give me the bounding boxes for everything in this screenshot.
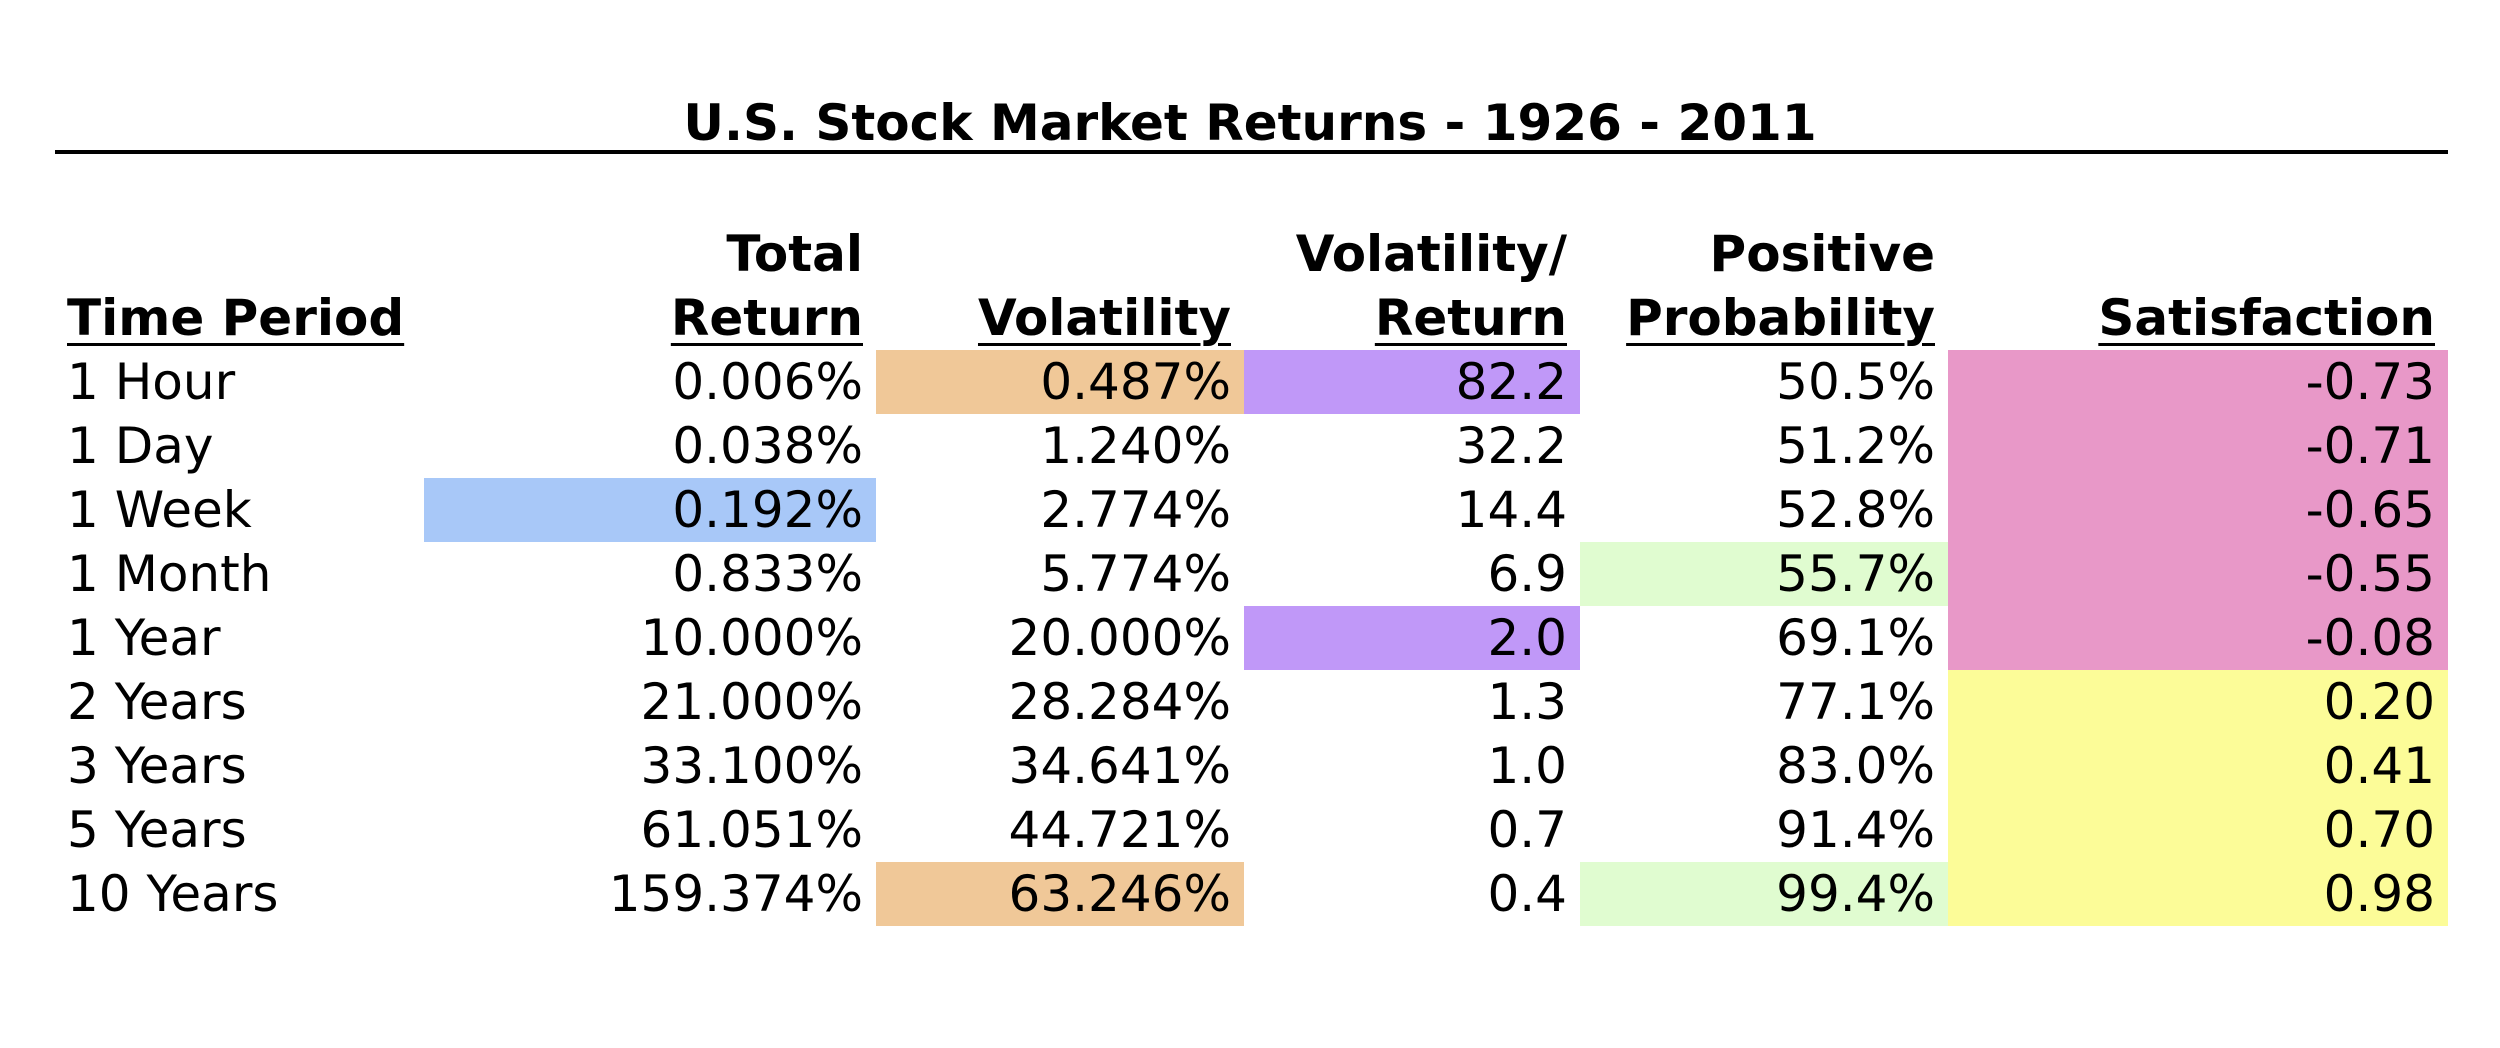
table-cell-volatility: 63.246% [876,862,1244,926]
row-label: 10 Years [67,865,279,923]
table-cell-volatility: 28.284% [1008,673,1231,731]
header-volatility-return-line1: Volatility/ [1295,225,1567,283]
table-cell-total-return: 21.000% [640,673,863,731]
table-cell-volatility-return: 0.4 [1487,865,1567,923]
table-cell-satisfaction: 0.98 [1948,862,2448,926]
header-volatility-return-label: Return [1374,289,1567,347]
header-total-return: Return [424,286,876,350]
table-cell-total-return: 33.100% [640,737,863,795]
table-cell-volatility: 34.641% [1008,737,1231,795]
table-cell-total-return: 0.006% [672,353,863,411]
header-volatility: Volatility [876,286,1244,350]
row-label: 1 Year [67,609,221,667]
table-cell-volatility-return: 0.7 [1487,801,1567,859]
table-cell-positive-probability: 50.5% [1776,353,1935,411]
header-time-period: Time Period [55,286,424,350]
table-cell-satisfaction: -0.71 [1948,414,2448,478]
row-label: 2 Years [67,673,247,731]
table-cell-positive-probability: 99.4% [1580,862,1948,926]
table-cell-total-return: 61.051% [640,801,863,859]
table-cell-satisfaction: 0.20 [1948,670,2448,734]
table-cell-satisfaction: 0.41 [1948,734,2448,798]
table-cell-volatility: 44.721% [1008,801,1231,859]
row-label: 5 Years [67,801,247,859]
table-cell-total-return: 10.000% [640,609,863,667]
table-cell-volatility: 5.774% [1040,545,1231,603]
table-cell-satisfaction: -0.73 [1948,350,2448,414]
row-label: 1 Day [67,417,214,475]
header-total-return-line1: Total [726,225,863,283]
title-rule [55,150,2448,154]
table-cell-volatility-return: 14.4 [1455,481,1567,539]
table-cell-total-return: 0.038% [672,417,863,475]
table-cell-positive-probability: 69.1% [1776,609,1935,667]
table-cell-total-return: 159.374% [608,865,863,923]
table-cell-positive-probability: 91.4% [1776,801,1935,859]
header-positive-probability: Probability [1580,286,1948,350]
table-cell-volatility: 20.000% [1008,609,1231,667]
header-satisfaction: Satisfaction [1948,286,2448,350]
table-cell-positive-probability: 52.8% [1776,481,1935,539]
table-cell-volatility-return: 82.2 [1244,350,1580,414]
row-label: 3 Years [67,737,247,795]
row-label: 1 Week [67,481,252,539]
header-positive-probability-label: Probability [1626,289,1935,347]
table-cell-positive-probability: 77.1% [1776,673,1935,731]
header-satisfaction-label: Satisfaction [2098,289,2435,347]
table-cell-satisfaction: -0.55 [1948,542,2448,606]
table-cell-volatility: 0.487% [876,350,1244,414]
header-volatility-return: Return [1244,286,1580,350]
header-volatility-label: Volatility [977,289,1231,347]
table-cell-volatility-return: 2.0 [1244,606,1580,670]
table-cell-volatility-return: 1.3 [1487,673,1567,731]
table-cell-positive-probability: 55.7% [1580,542,1948,606]
table-cell-satisfaction: 0.70 [1948,798,2448,862]
table-cell-volatility-return: 32.2 [1455,417,1567,475]
table-cell-volatility-return: 6.9 [1487,545,1567,603]
table-cell-volatility: 2.774% [1040,481,1231,539]
table-cell-total-return: 0.833% [672,545,863,603]
table-cell-total-return: 0.192% [424,478,876,542]
table-cell-volatility-return: 1.0 [1487,737,1567,795]
table-cell-positive-probability: 83.0% [1776,737,1935,795]
table-cell-positive-probability: 51.2% [1776,417,1935,475]
table-cell-satisfaction: -0.65 [1948,478,2448,542]
header-positive-probability-line1: Positive [1709,225,1935,283]
table-cell-satisfaction: -0.08 [1948,606,2448,670]
row-label: 1 Month [67,545,272,603]
row-label: 1 Hour [67,353,236,411]
header-time-period-label: Time Period [67,289,405,347]
header-total-return-label: Return [670,289,863,347]
table-title: U.S. Stock Market Returns - 1926 - 2011 [683,94,1817,152]
table-cell-volatility: 1.240% [1040,417,1231,475]
